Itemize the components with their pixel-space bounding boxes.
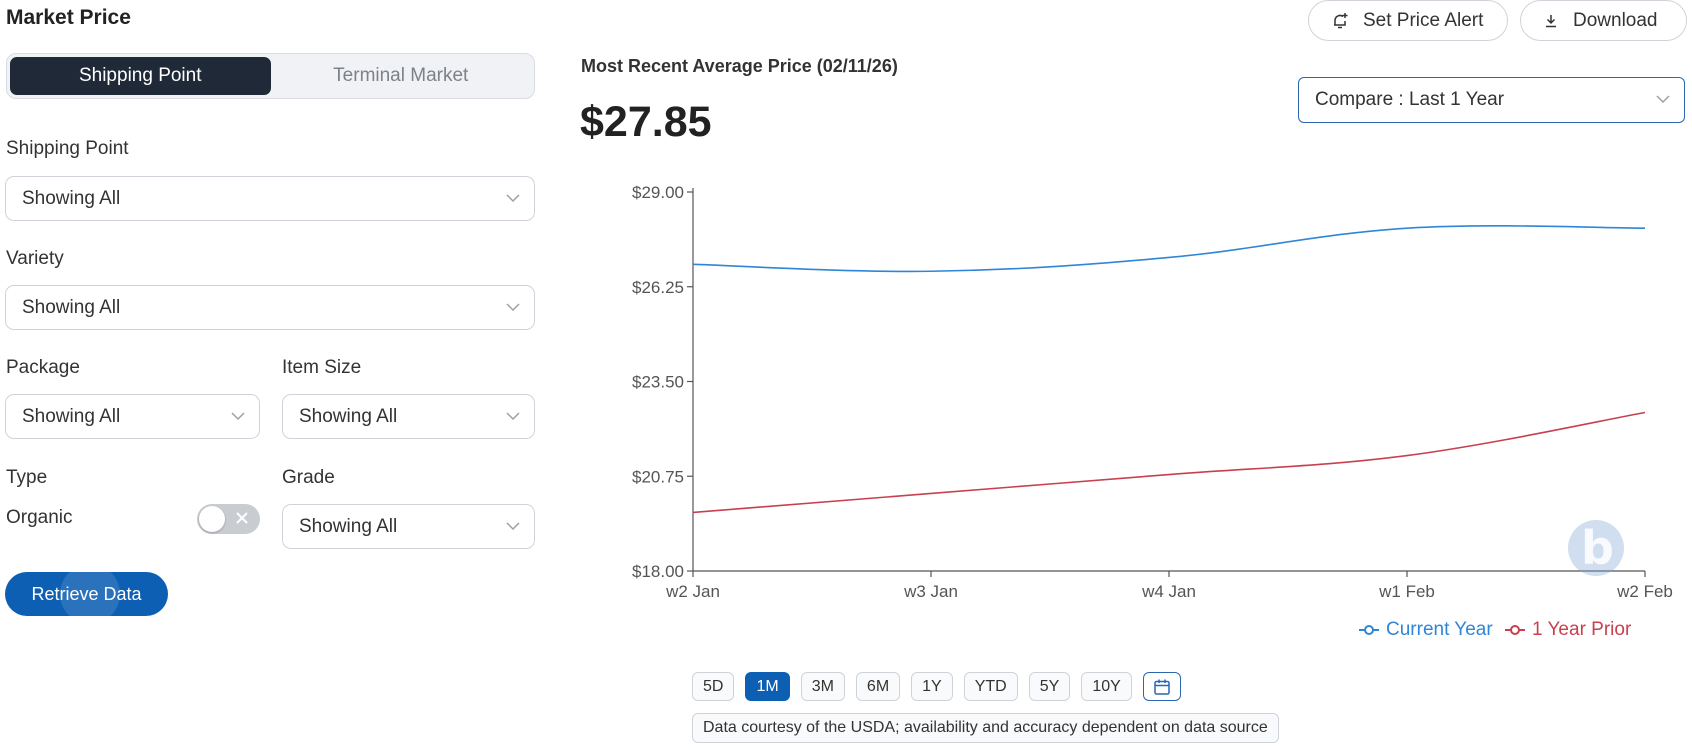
range-10y-button[interactable]: 10Y bbox=[1081, 672, 1132, 701]
range-5y-button[interactable]: 5Y bbox=[1028, 672, 1071, 701]
range-1y-button[interactable]: 1Y bbox=[911, 672, 953, 701]
page-title: Market Price bbox=[6, 6, 131, 29]
y-tick-label: $18.00 bbox=[632, 562, 684, 581]
grade-select[interactable]: Showing All bbox=[282, 504, 535, 549]
grade-value: Showing All bbox=[299, 515, 398, 537]
compare-value: Compare : Last 1 Year bbox=[1315, 89, 1505, 110]
range-1m-button[interactable]: 1M bbox=[745, 672, 790, 701]
legend-1-year-prior[interactable]: 1 Year Prior bbox=[1504, 619, 1631, 641]
brand-watermark-icon: b bbox=[1568, 520, 1624, 576]
type-label: Type bbox=[6, 467, 48, 488]
y-tick-label: $20.75 bbox=[632, 467, 684, 486]
package-value: Showing All bbox=[22, 405, 121, 427]
recent-price-label: Most Recent Average Price (02/11/26) bbox=[581, 56, 898, 76]
x-tick-label: w2 Feb bbox=[1616, 582, 1673, 601]
x-tick-label: w2 Jan bbox=[665, 582, 720, 601]
series-line-current-year bbox=[692, 225, 1646, 273]
shipping-point-label: Shipping Point bbox=[6, 138, 129, 159]
x-tick-label: w1 Feb bbox=[1378, 582, 1435, 601]
tab-terminal-market[interactable]: Terminal Market bbox=[333, 65, 469, 86]
chevron-down-icon bbox=[506, 522, 520, 531]
organic-toggle[interactable] bbox=[197, 504, 260, 534]
organic-label: Organic bbox=[6, 507, 73, 528]
retrieve-data-label: Retrieve Data bbox=[31, 583, 142, 604]
package-label: Package bbox=[6, 357, 80, 378]
chevron-down-icon bbox=[506, 412, 520, 421]
legend-current-year-label: Current Year bbox=[1386, 619, 1493, 640]
retrieve-data-button[interactable]: Retrieve Data bbox=[5, 572, 168, 616]
toggle-knob bbox=[199, 506, 225, 532]
ripple-effect bbox=[60, 572, 120, 616]
range-ytd-button[interactable]: YTD bbox=[963, 672, 1018, 701]
data-source-note: Data courtesy of the USDA; availability … bbox=[692, 713, 1279, 743]
x-tick-label: w4 Jan bbox=[1141, 582, 1196, 601]
chevron-down-icon bbox=[506, 194, 520, 203]
close-icon bbox=[236, 512, 248, 524]
tab-shipping-point[interactable]: Shipping Point bbox=[10, 57, 271, 95]
custom-range-button[interactable] bbox=[1142, 672, 1181, 701]
range-selector: 5D 1M 3M 6M 1Y YTD 5Y 10Y bbox=[692, 672, 1181, 701]
package-select[interactable]: Showing All bbox=[5, 394, 260, 439]
shipping-point-value: Showing All bbox=[22, 187, 121, 209]
calendar-icon bbox=[1154, 679, 1170, 695]
legend-1-year-prior-label: 1 Year Prior bbox=[1532, 619, 1632, 640]
range-5d-button[interactable]: 5D bbox=[692, 672, 735, 701]
series-line-1-year-prior bbox=[692, 411, 1646, 514]
y-tick-label: $23.50 bbox=[632, 373, 684, 392]
range-6m-button[interactable]: 6M bbox=[855, 672, 901, 701]
variety-select[interactable]: Showing All bbox=[5, 285, 535, 330]
bell-plus-icon bbox=[1334, 12, 1348, 28]
download-button[interactable]: Download bbox=[1520, 0, 1687, 41]
market-type-switch: Shipping Point Terminal Market bbox=[6, 53, 535, 99]
set-price-alert-button[interactable]: Set Price Alert bbox=[1308, 0, 1508, 41]
compare-select[interactable]: Compare : Last 1 Year bbox=[1298, 77, 1685, 123]
chevron-down-icon bbox=[231, 412, 245, 421]
variety-value: Showing All bbox=[22, 296, 121, 318]
chevron-down-icon bbox=[506, 303, 520, 312]
legend-current-year[interactable]: Current Year bbox=[1358, 619, 1493, 641]
item-size-select[interactable]: Showing All bbox=[282, 394, 535, 439]
range-3m-button[interactable]: 3M bbox=[800, 672, 845, 701]
grade-label: Grade bbox=[282, 467, 335, 488]
y-tick-label: $26.25 bbox=[632, 278, 684, 297]
shipping-point-select[interactable]: Showing All bbox=[5, 176, 535, 221]
set-price-alert-label: Set Price Alert bbox=[1363, 9, 1484, 31]
download-icon bbox=[1546, 14, 1556, 27]
download-label: Download bbox=[1573, 9, 1658, 31]
x-tick-label: w3 Jan bbox=[903, 582, 958, 601]
item-size-value: Showing All bbox=[299, 405, 398, 427]
legend-marker-prior bbox=[1505, 625, 1525, 635]
price-chart: $18.00 $20.75 $23.50 $26.25 $29.00 w2 Jan w3 J… bbox=[632, 183, 1673, 601]
recent-price-value: $27.85 bbox=[580, 98, 712, 146]
item-size-label: Item Size bbox=[282, 357, 362, 378]
variety-label: Variety bbox=[6, 248, 64, 269]
chevron-down-icon bbox=[1656, 95, 1670, 104]
y-tick-label: $29.00 bbox=[632, 183, 684, 202]
legend-marker-current bbox=[1359, 625, 1379, 635]
